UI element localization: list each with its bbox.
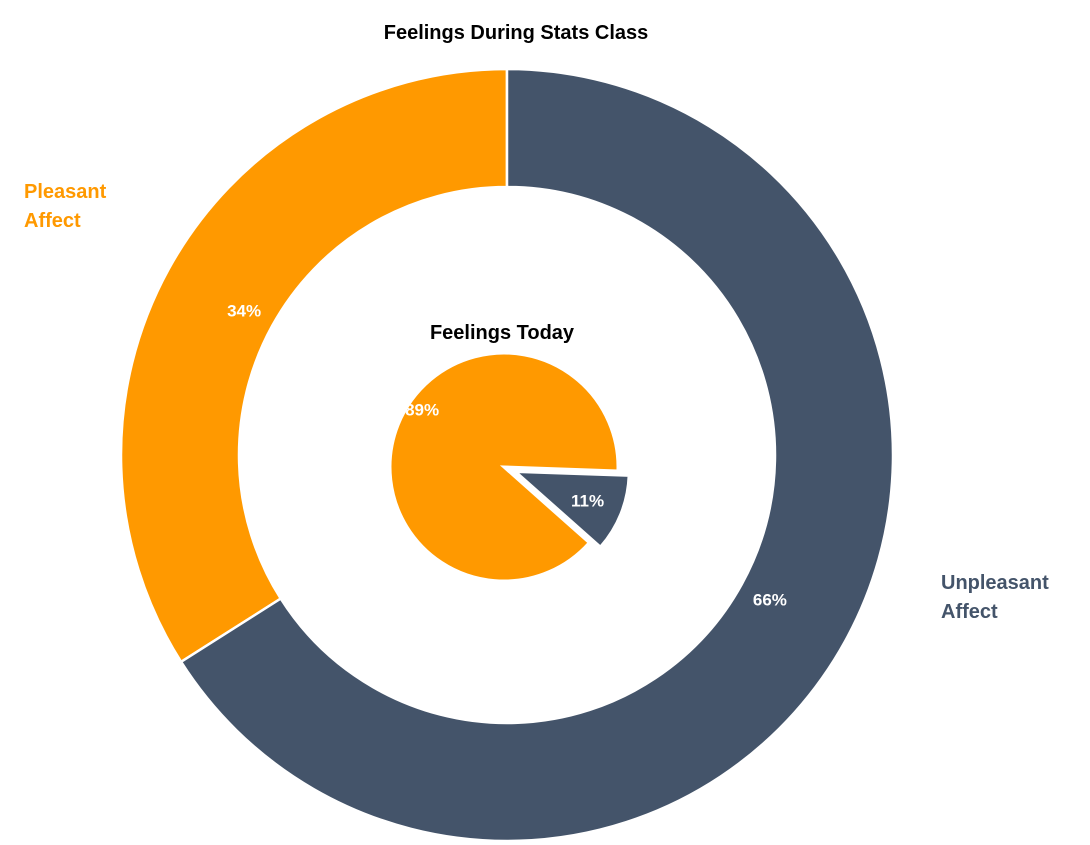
donut-slice-pleasant [119,67,509,664]
category-label-unpleasant: Unpleasant Affect [941,572,1054,623]
donut-data-label: 66% [753,591,787,610]
category-label-line: Affect [941,601,998,623]
donut-chart-title: Feelings During Stats Class [384,22,649,44]
category-label-line: Unpleasant [941,572,1049,594]
pie-slice-pleasant [388,351,620,583]
category-label-pleasant: Pleasant Affect [24,181,112,232]
category-label-line: Affect [24,210,81,232]
pie-chart-title: Feelings Today [430,322,575,344]
pie-data-label: 11% [571,491,604,510]
pie-data-label: 89% [405,401,439,420]
donut-chart: 34% 66% [119,67,895,843]
category-label-line: Pleasant [24,181,107,203]
pie-chart: 89% 11% [388,351,631,583]
donut-data-label: 34% [227,301,261,320]
pie-slice-unpleasant [511,469,631,550]
donut-slice-unpleasant [179,67,895,843]
